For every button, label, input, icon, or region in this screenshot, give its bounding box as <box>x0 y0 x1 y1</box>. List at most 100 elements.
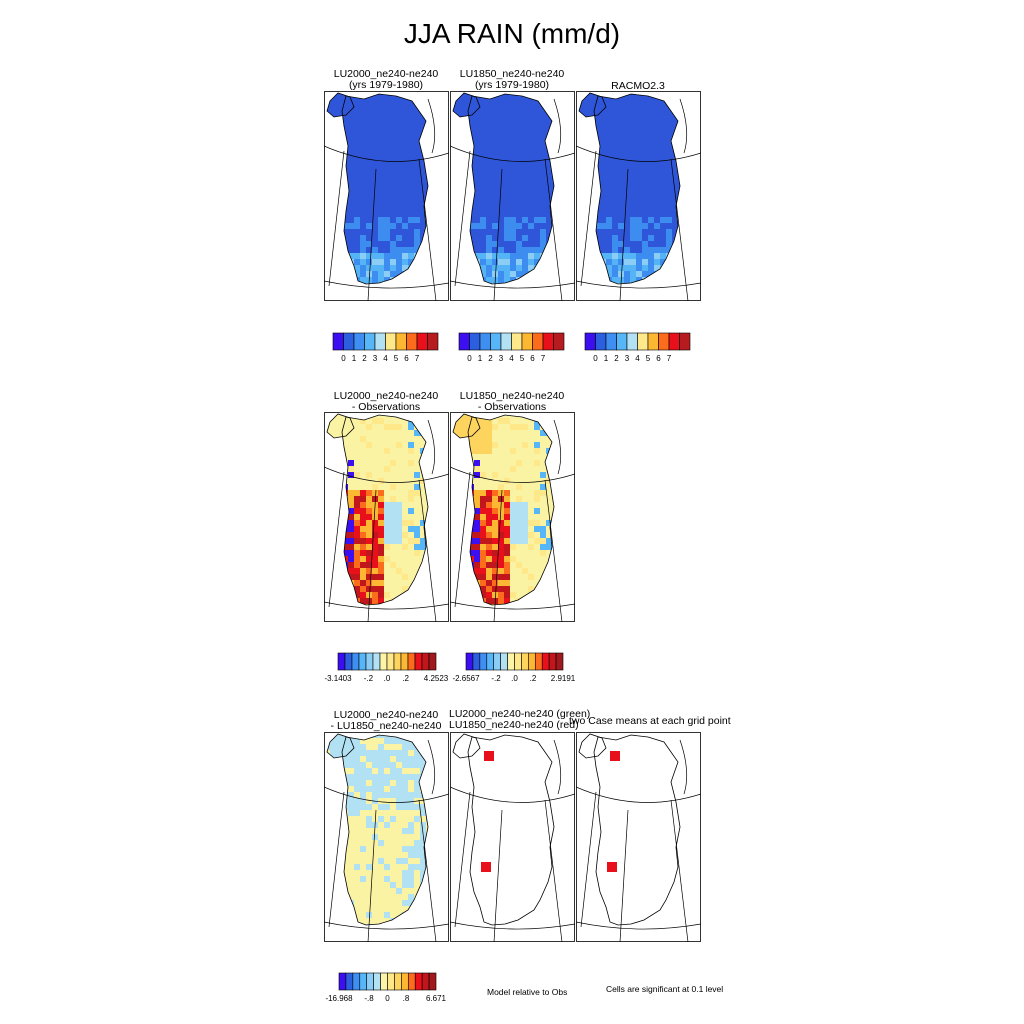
grid-cell <box>420 852 426 858</box>
grid-cell <box>492 157 498 163</box>
grid-cell <box>522 187 528 193</box>
grid-cell <box>432 478 438 484</box>
grid-cell <box>516 121 522 127</box>
grid-cell <box>366 592 372 598</box>
grid-cell <box>540 229 546 235</box>
grid-cell <box>552 145 554 151</box>
grid-cell <box>384 816 390 822</box>
grid-cell <box>468 442 474 448</box>
grid-cell <box>402 460 408 466</box>
grid-cell <box>528 502 534 508</box>
grid-cell <box>390 792 396 798</box>
grid-cell <box>420 834 426 840</box>
grid-cell <box>516 163 522 169</box>
grid-cell <box>564 229 570 235</box>
latitude-line <box>450 145 575 162</box>
grid-cell <box>408 223 414 229</box>
grid-cell <box>420 277 426 283</box>
grid-cell <box>516 556 522 562</box>
grid-cell <box>408 834 414 840</box>
grid-cell <box>456 448 462 454</box>
grid-cell <box>630 265 636 271</box>
grid-cell <box>438 157 444 163</box>
grid-cell <box>402 744 408 750</box>
grid-cell <box>630 163 636 169</box>
grid-cell <box>678 289 684 295</box>
grid-cell <box>579 127 582 133</box>
grid-cell <box>516 484 522 490</box>
grid-cell <box>582 259 588 265</box>
grid-cell <box>498 460 504 466</box>
grid-cell <box>348 253 354 259</box>
grid-cell <box>432 460 438 466</box>
grid-cell <box>384 175 390 181</box>
grid-cell <box>564 97 570 103</box>
grid-cell <box>414 175 420 181</box>
grid-cell <box>492 205 498 211</box>
grid-cell <box>636 265 642 271</box>
grid-cell <box>432 193 438 199</box>
grid-cell <box>384 792 390 798</box>
grid-cell <box>390 508 396 514</box>
grid-cell <box>330 241 336 247</box>
grid-cell <box>402 508 408 514</box>
grid-cell <box>558 193 564 199</box>
grid-cell <box>606 97 612 103</box>
grid-cell <box>564 247 570 253</box>
grid-cell <box>582 151 588 157</box>
grid-cell <box>414 163 420 169</box>
grid-cell <box>510 484 516 490</box>
grid-cell <box>666 289 672 295</box>
grid-cell <box>372 852 378 858</box>
grid-cell <box>336 738 342 744</box>
grid-cell <box>348 169 354 175</box>
grid-cell <box>564 424 570 430</box>
colorbar-svg: -16.968 -.8 0.8 6.671 <box>325 972 447 1003</box>
grid-cell <box>396 526 402 532</box>
grid-cell <box>372 538 378 544</box>
grid-cell <box>438 610 444 616</box>
grid-cell <box>579 223 582 229</box>
grid-cell <box>360 852 366 858</box>
grid-cell <box>354 181 360 187</box>
grid-cell <box>498 610 504 616</box>
colorbar-swatch <box>679 332 691 351</box>
grid-cell <box>432 103 438 109</box>
grid-cell <box>540 235 546 241</box>
grid-cell <box>396 139 402 145</box>
grid-cell <box>396 508 402 514</box>
grid-cell <box>354 586 360 592</box>
grid-cell <box>630 271 636 277</box>
grid-cell <box>540 283 546 284</box>
grid-cell <box>396 810 402 816</box>
grid-cell <box>402 139 408 145</box>
grid-cell <box>552 205 554 211</box>
grid-cell <box>474 109 480 115</box>
grid-cell <box>408 574 414 580</box>
grid-cell <box>366 472 372 478</box>
grid-cell <box>486 556 492 562</box>
grid-cell <box>552 181 554 187</box>
grid-cell <box>384 502 390 508</box>
grid-cell <box>594 277 600 283</box>
colorbar-swatch <box>421 652 430 671</box>
grid-cell <box>558 259 564 265</box>
grid-cell <box>516 157 522 163</box>
grid-cell <box>336 556 342 562</box>
grid-cell <box>456 283 462 284</box>
grid-cell <box>552 592 554 598</box>
grid-cell <box>396 157 402 163</box>
grid-cell <box>384 271 390 277</box>
grid-cell <box>648 121 654 127</box>
grid-cell <box>540 199 546 205</box>
grid-cell <box>390 127 396 133</box>
grid-cell <box>432 852 438 858</box>
grid-cell <box>618 187 624 193</box>
grid-cell <box>342 580 348 586</box>
grid-cell <box>630 109 636 115</box>
grid-cell <box>528 580 534 586</box>
grid-cell <box>510 538 516 544</box>
grid-cell <box>384 550 390 556</box>
grid-cell <box>348 852 354 858</box>
grid-cell <box>342 223 348 229</box>
